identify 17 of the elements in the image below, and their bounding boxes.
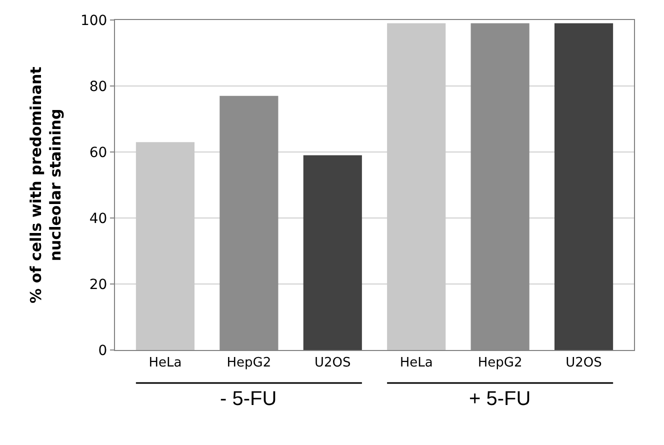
text: - 5-FU [220,388,277,410]
bar [303,155,362,350]
x-tick-label: U2OS [314,356,351,371]
y-tick-label: 0 [98,342,108,359]
x-tick-label: HepG2 [478,356,522,371]
y-tick-label: 80 [89,78,108,95]
x-tick-label: U2OS [566,356,602,371]
y-tick-label: 20 [89,276,108,293]
x-tick-label: HepG2 [226,356,272,371]
text: + 5-FU [469,388,531,410]
y-tick-label: 40 [89,210,108,227]
y-tick-label: 100 [80,12,108,29]
x-tick-label: HeLa [148,356,182,371]
bar [554,23,614,350]
y-axis-title: % of cells with predominant nucleolar staining [27,66,65,304]
x-tick-label: HeLa [400,356,433,371]
y-tick-label: 60 [89,144,108,161]
